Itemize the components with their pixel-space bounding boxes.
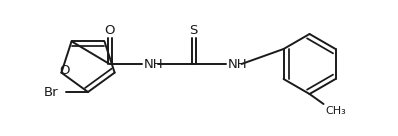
Text: CH₃: CH₃ [326, 106, 346, 116]
Text: O: O [59, 64, 70, 77]
Text: O: O [104, 24, 115, 36]
Text: Br: Br [43, 86, 58, 98]
Text: NH: NH [228, 58, 247, 72]
Text: NH: NH [144, 58, 163, 72]
Text: S: S [189, 24, 198, 36]
